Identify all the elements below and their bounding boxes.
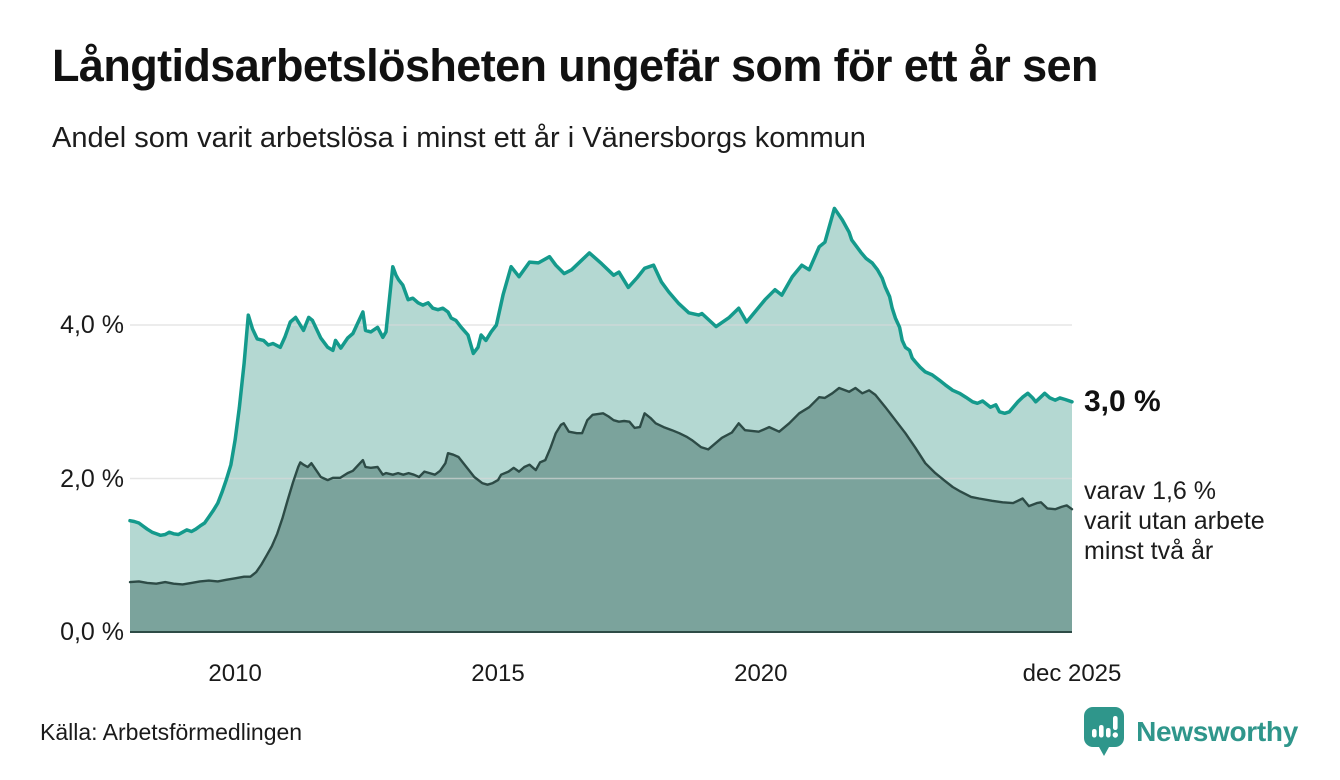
annotation-line: varav 1,6 % — [1084, 477, 1217, 506]
annotation-line: varit utan arbete — [1084, 507, 1265, 536]
series-end-label-primary: 3,0 % — [1084, 384, 1161, 418]
series-line-0 — [128, 206, 1074, 538]
series-line-1 — [128, 386, 1074, 586]
newsworthy-logo-icon — [1082, 705, 1126, 759]
x-axis-tick-label: 2020 — [734, 660, 788, 687]
source-credit: Källa: Arbetsförmedlingen — [40, 719, 303, 745]
y-axis-tick-label: 2,0 % — [60, 464, 124, 493]
newsworthy-wordmark: Newsworthy — [1136, 716, 1298, 747]
y-axis-tick-label: 4,0 % — [60, 311, 124, 340]
x-axis-tick-label: 2010 — [208, 660, 262, 687]
x-axis-tick-label: 2015 — [471, 660, 525, 687]
y-axis-tick-label: 0,0 % — [60, 618, 124, 646]
series-area-1 — [130, 388, 1072, 632]
chart-subtitle: Andel som varit arbetslösa i minst ett å… — [52, 122, 866, 154]
page-title: Långtidsarbetslösheten ungefär som för e… — [52, 40, 1098, 91]
newsworthy-logo: Newsworthy — [1082, 705, 1298, 759]
x-axis-tick-label: dec 2025 — [1022, 660, 1122, 687]
annotation-line: minst två år — [1084, 537, 1214, 566]
series-end-label-secondary: varav 1,6 % varit utan arbete minst två … — [1084, 476, 1265, 566]
